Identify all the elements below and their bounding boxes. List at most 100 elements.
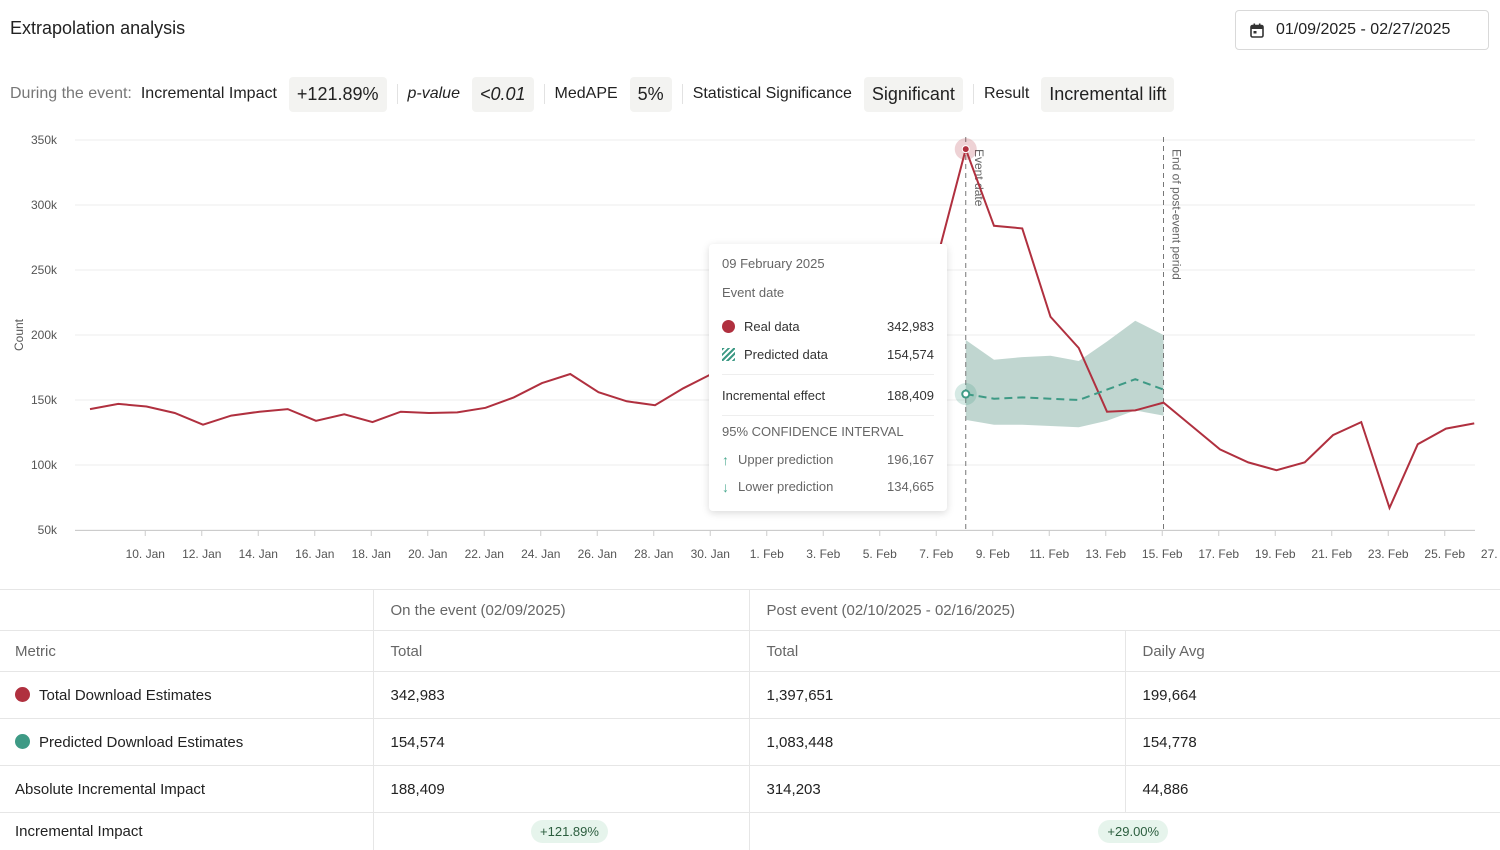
on-total-cell: 154,574 — [372, 718, 749, 766]
table-header-post-event: Post event (02/10/2025 - 02/16/2025) — [748, 589, 1500, 631]
col-daily-avg: Daily Avg — [1124, 630, 1500, 672]
post-daily-cell: 199,664 — [1124, 671, 1500, 719]
tooltip-lower-row: ↓ Lower prediction 134,665 — [722, 473, 934, 500]
arrow-down-icon: ↓ — [722, 478, 729, 495]
tooltip-pred-value: 154,574 — [887, 346, 934, 362]
metric-label: Total Download Estimates — [39, 686, 212, 704]
tooltip-upper-value: 196,167 — [887, 452, 934, 467]
y-tick-label: 100k — [31, 458, 58, 472]
tooltip-upper-row: ↑ Upper prediction 196,167 — [722, 446, 934, 473]
date-range-text: 01/09/2025 - 02/27/2025 — [1276, 21, 1451, 38]
x-tick-label: 14. Jan — [239, 547, 278, 561]
real-data-marker — [722, 319, 735, 333]
tooltip-pred-label: Predicted data — [744, 346, 828, 362]
tooltip-pred-row: Predicted data 154,574 — [722, 340, 934, 368]
x-tick-label: 1. Feb — [750, 547, 784, 561]
y-tick-label: 200k — [31, 328, 58, 342]
divider — [681, 84, 683, 104]
tooltip-divider — [722, 415, 934, 416]
col-metric: Metric — [0, 630, 373, 672]
tooltip-ci-title: 95% CONFIDENCE INTERVAL — [722, 424, 904, 439]
x-tick-label: 22. Jan — [465, 547, 504, 561]
tooltip-lower-value: 134,665 — [887, 479, 934, 494]
x-tick-label: 26. Jan — [578, 547, 617, 561]
table-header-blank — [0, 589, 373, 631]
stat-value-result: Incremental lift — [1041, 76, 1175, 112]
tooltip-divider — [722, 374, 934, 375]
table-row: Incremental Impact +121.89% +29.00% — [0, 812, 1500, 850]
on-total-cell: 188,409 — [372, 765, 749, 813]
table-row: Predicted Download Estimates 154,574 1,0… — [0, 718, 1500, 766]
table-row: Absolute Incremental Impact 188,409 314,… — [0, 765, 1500, 813]
tooltip-effect-value: 188,409 — [887, 387, 934, 403]
stat-label-incremental-impact: Incremental Impact — [140, 85, 277, 102]
impact-badge: +121.89% — [531, 820, 608, 844]
stat-label-p-value: p-value — [407, 85, 460, 102]
date-range-picker[interactable]: 01/09/2025 - 02/27/2025 — [1235, 10, 1489, 50]
stat-label-significance: Statistical Significance — [692, 85, 852, 102]
predicted-series-marker — [15, 733, 30, 749]
x-tick-label: 19. Feb — [1255, 547, 1296, 561]
stats-prefix: During the event: — [10, 85, 132, 102]
table-group-header: On the event (02/09/2025) Post event (02… — [0, 589, 1500, 631]
x-tick-label: 15. Feb — [1142, 547, 1183, 561]
stat-label-result: Result — [983, 85, 1030, 102]
stat-value-significance: Significant — [863, 76, 963, 112]
stat-value-incremental-impact: +121.89% — [288, 76, 387, 112]
post-total-cell: 1,083,448 — [748, 718, 1125, 766]
x-tick-label: 9. Feb — [976, 547, 1010, 561]
post-daily-cell: 154,778 — [1124, 718, 1500, 766]
post-total-cell: 1,397,651 — [748, 671, 1125, 719]
metric-cell: Predicted Download Estimates — [0, 718, 373, 766]
real-series-marker — [15, 686, 30, 702]
x-tick-label: 5. Feb — [863, 547, 897, 561]
chart-tooltip: 09 February 2025 Event date Real data 34… — [709, 244, 947, 511]
metrics-table: On the event (02/09/2025) Post event (02… — [0, 589, 1500, 850]
predicted-point-marker — [961, 389, 971, 399]
metric-cell: Total Download Estimates — [0, 671, 373, 719]
y-tick-label: 150k — [31, 393, 58, 407]
x-tick-label: 16. Jan — [295, 547, 334, 561]
col-total-post-event: Total — [748, 630, 1125, 672]
y-tick-label: 350k — [31, 133, 58, 147]
metric-cell: Absolute Incremental Impact — [0, 765, 373, 813]
tooltip-date: 09 February 2025 — [722, 256, 825, 271]
divider — [972, 84, 974, 104]
x-tick-label: 20. Jan — [408, 547, 447, 561]
x-tick-label: 18. Jan — [352, 547, 391, 561]
y-axis-label: Count — [12, 318, 26, 351]
predicted-data-marker — [722, 347, 735, 361]
x-tick-label: 28. Jan — [634, 547, 673, 561]
on-total-cell: 342,983 — [372, 671, 749, 719]
x-tick-label: 30. Jan — [691, 547, 730, 561]
on-impact-cell: +121.89% — [372, 812, 749, 850]
x-tick-label: 13. Feb — [1085, 547, 1126, 561]
divider — [396, 84, 398, 104]
x-tick-label: 7. Feb — [919, 547, 953, 561]
post-daily-cell: 44,886 — [1124, 765, 1500, 813]
real-point-marker — [961, 145, 970, 154]
stat-label-medape: MedAPE — [554, 85, 618, 102]
table-header-on-event: On the event (02/09/2025) — [372, 589, 749, 631]
page-title: Extrapolation analysis — [10, 18, 186, 38]
post-total-cell: 314,203 — [748, 765, 1125, 813]
tooltip-lower-label: Lower prediction — [738, 479, 834, 494]
x-tick-label: 21. Feb — [1311, 547, 1352, 561]
stats-bar: During the event: Incremental Impact +12… — [10, 76, 1175, 112]
col-total-on-event: Total — [372, 630, 749, 672]
y-tick-label: 300k — [31, 198, 58, 212]
stat-value-p-value: <0.01 — [471, 76, 534, 112]
stat-value-medape: 5% — [629, 76, 672, 112]
tooltip-upper-label: Upper prediction — [738, 452, 834, 467]
x-tick-label: 12. Jan — [182, 547, 221, 561]
y-tick-label: 250k — [31, 263, 58, 277]
confidence-band — [965, 320, 1164, 428]
table-column-header: Metric Total Total Daily Avg — [0, 630, 1500, 672]
y-tick-label: 50k — [38, 523, 58, 537]
x-tick-label: 24. Jan — [521, 547, 560, 561]
post-impact-cell: +29.00% — [748, 812, 1500, 850]
metric-label: Predicted Download Estimates — [39, 733, 244, 751]
x-tick-label: 25. Feb — [1424, 547, 1465, 561]
post-event-label: End of post-event period — [1170, 149, 1184, 280]
tooltip-real-row: Real data 342,983 — [722, 312, 934, 340]
